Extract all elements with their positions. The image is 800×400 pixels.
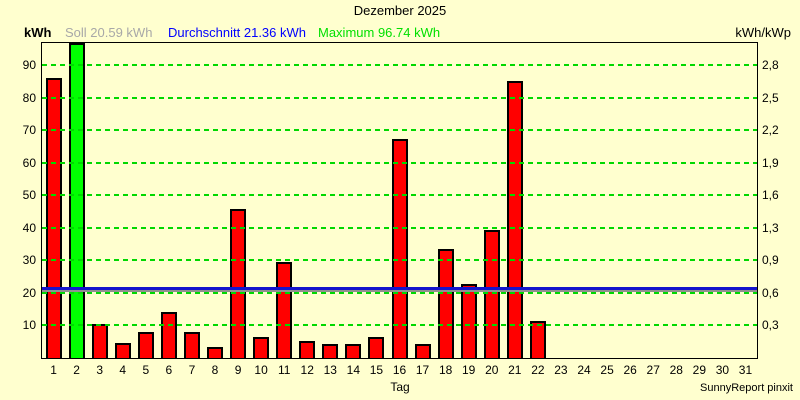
y-axis-right-tick-2,8: 2,8 [762, 57, 779, 72]
x-axis-label-day-29: 29 [692, 363, 706, 377]
bar-day-8 [206, 346, 223, 358]
y-axis-left-tick-30: 30 [22, 253, 36, 268]
x-axis-label-day-30: 30 [715, 363, 730, 377]
x-axis-label-day-10: 10 [254, 363, 268, 377]
x-axis-label-day-12: 12 [300, 363, 314, 377]
legend-maximum: Maximum 96.74 kWh [318, 25, 441, 40]
gridline-10 [42, 324, 757, 327]
x-axis-label-day-25: 25 [600, 363, 614, 377]
y-axis-left-tick-90: 90 [22, 57, 36, 72]
x-axis-label-day-18: 18 [438, 363, 453, 377]
gridline-60 [42, 161, 757, 164]
x-axis-label-day-3: 3 [96, 363, 103, 377]
plot-area [41, 42, 758, 359]
bar-day-1 [45, 77, 62, 358]
bar-day-4 [114, 343, 131, 358]
x-axis-label-day-16: 16 [392, 363, 407, 377]
bar-day-11 [276, 262, 293, 358]
credit-text: SunnyReport pinxit [700, 382, 793, 394]
y-axis-left-tick-70: 70 [22, 123, 36, 138]
chart-title: Dezember 2025 [353, 3, 447, 18]
x-axis-label-day-1: 1 [50, 363, 57, 377]
y-axis-left-tick-20: 20 [22, 285, 36, 300]
y-axis-right-tick-2,2: 2,2 [762, 123, 779, 138]
x-axis-label-day-14: 14 [346, 363, 361, 377]
bar-day-5 [137, 332, 154, 358]
x-axis-label-day-26: 26 [623, 363, 637, 377]
legend-durchschnitt: Durchschnitt 21.36 kWh [168, 25, 307, 40]
bar-day-2 [68, 43, 85, 358]
bar-day-20 [483, 230, 500, 358]
x-axis-label-day-11: 11 [277, 363, 291, 377]
bar-day-14 [345, 344, 362, 358]
left-axis-unit-label: kWh [24, 25, 52, 40]
y-axis-left-tick-10: 10 [22, 318, 36, 333]
bar-day-17 [414, 344, 431, 358]
x-axis-label-day-19: 19 [462, 363, 476, 377]
x-axis-label-day-17: 17 [415, 363, 430, 377]
durchschnitt-line [42, 286, 757, 290]
x-axis-label-day-24: 24 [577, 363, 591, 377]
right-axis-unit-label: kWh/kWp [735, 25, 791, 40]
x-axis-label-day-2: 2 [73, 363, 80, 377]
bar-day-6 [160, 312, 177, 358]
x-axis-label-day-9: 9 [234, 363, 242, 377]
y-axis-left-tick-40: 40 [22, 220, 36, 235]
y-axis-left-tick-50: 50 [22, 188, 36, 203]
x-axis-label-day-15: 15 [369, 363, 384, 377]
y-axis-right-tick-0,3: 0,3 [762, 318, 779, 333]
x-axis-label-day-5: 5 [142, 363, 150, 377]
x-axis-label-day-22: 22 [531, 363, 545, 377]
y-axis-right-tick-1,3: 1,3 [762, 220, 779, 235]
y-axis-right-tick-0,9: 0,9 [762, 253, 779, 268]
bar-day-15 [368, 337, 385, 358]
gridline-70 [42, 129, 757, 132]
legend-soll: Soll 20.59 kWh [65, 25, 153, 40]
x-axis-label-day-6: 6 [165, 363, 173, 377]
x-axis-label-day-7: 7 [188, 363, 196, 377]
bar-day-21 [506, 81, 523, 358]
bar-day-18 [437, 248, 454, 358]
x-axis-label-day-27: 27 [646, 363, 660, 377]
gridline-80 [42, 96, 757, 99]
gridline-40 [42, 226, 757, 229]
y-axis-left-tick-80: 80 [22, 90, 36, 105]
y-axis-right-tick-1,6: 1,6 [762, 188, 779, 203]
gridline-90 [42, 63, 757, 66]
gridline-30 [42, 259, 757, 262]
bar-day-9 [230, 208, 247, 358]
bar-day-3 [91, 324, 108, 358]
bar-day-16 [391, 139, 408, 358]
y-axis-right-tick-1,9: 1,9 [762, 155, 779, 170]
bar-day-19 [460, 284, 477, 358]
x-axis-label-day-31: 31 [738, 363, 753, 377]
bar-day-10 [253, 336, 270, 358]
bar-day-13 [322, 344, 339, 358]
y-axis-left-tick-60: 60 [22, 155, 36, 170]
x-axis-title: Tag [390, 380, 410, 394]
x-axis-label-day-21: 21 [508, 363, 522, 377]
gridline-20 [42, 291, 757, 294]
bar-day-22 [529, 320, 546, 358]
x-axis-label-day-20: 20 [485, 363, 499, 377]
bar-day-12 [299, 340, 316, 358]
x-axis-label-day-8: 8 [211, 363, 219, 377]
x-axis-label-day-23: 23 [554, 363, 568, 377]
y-axis-right-tick-0,6: 0,6 [762, 285, 779, 300]
y-axis-right-tick-2,5: 2,5 [762, 90, 779, 105]
x-axis-label-day-13: 13 [323, 363, 337, 377]
bar-day-7 [183, 332, 200, 358]
x-axis-label-day-4: 4 [119, 363, 127, 377]
x-axis-label-day-28: 28 [669, 363, 683, 377]
gridline-50 [42, 194, 757, 197]
soll-line [42, 289, 757, 292]
